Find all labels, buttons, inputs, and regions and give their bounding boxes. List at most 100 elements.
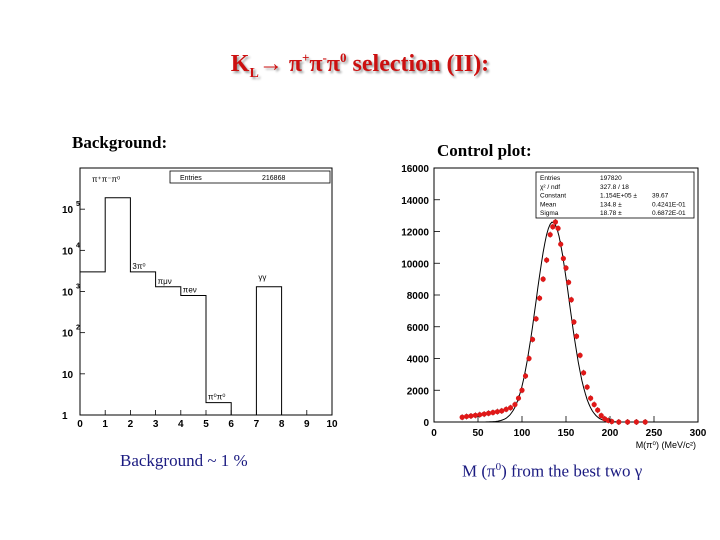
ctrl-data-point xyxy=(560,255,566,262)
ctrl-data-point xyxy=(577,352,583,358)
hist-y-tick-label: 1 xyxy=(62,411,68,422)
hist-x-tick-label: 6 xyxy=(228,419,234,430)
ctrl-data-point xyxy=(485,410,492,416)
ctrl-x-tick-label: 100 xyxy=(514,428,531,439)
left-caption: Background ~ 1 % xyxy=(120,451,248,470)
hist-y-tick-label: 10 xyxy=(62,246,74,257)
ctrl-stats-label: Constant xyxy=(540,193,566,200)
ctrl-x-axis-label: M(π⁰) (MeV/c²) xyxy=(636,440,696,450)
hist-x-tick-label: 0 xyxy=(77,419,83,430)
ctrl-data-point xyxy=(499,408,505,414)
ctrl-data-point xyxy=(573,333,580,339)
hist-outline xyxy=(79,197,283,416)
ctrl-fit-curve xyxy=(469,221,698,423)
ctrl-x-tick-label: 300 xyxy=(690,428,707,439)
ctrl-stats-value: 197820 xyxy=(600,175,622,182)
ctrl-data-point xyxy=(468,413,474,419)
ctrl-data-point xyxy=(595,407,601,413)
ctrl-stats-value: 1.154E+05 ± xyxy=(600,193,637,200)
ctrl-data-point xyxy=(558,241,564,247)
hist-stats-entries-label: Entries xyxy=(180,175,202,182)
ctrl-data-point xyxy=(591,401,597,408)
ctrl-stats-label: Sigma xyxy=(540,210,559,217)
ctrl-stats-label: Entries xyxy=(540,175,561,182)
slide-title: KL→ π+π-π0 selection (II): xyxy=(230,50,490,81)
ctrl-y-tick-label: 4000 xyxy=(407,355,430,366)
ctrl-stats-value: 134.8 ± xyxy=(600,201,622,208)
ctrl-data-point xyxy=(519,387,525,393)
hist-x-tick-label: 5 xyxy=(203,419,209,430)
ctrl-x-tick-label: 150 xyxy=(558,428,575,439)
hist-bin-label: πμν xyxy=(158,277,172,286)
hist-bin-label: 3π⁰ xyxy=(132,262,145,271)
ctrl-data-point xyxy=(571,319,577,325)
hist-y-tick-exponent: 3 xyxy=(76,284,80,291)
hist-x-tick-label: 2 xyxy=(128,419,134,430)
ctrl-stats-value: 327.8 / 18 xyxy=(600,184,629,191)
hist-bin-label: γγ xyxy=(258,273,266,282)
ctrl-data-point xyxy=(555,225,561,231)
ctrl-data-point xyxy=(547,232,553,238)
left-panel-label: Background: xyxy=(72,133,168,152)
ctrl-stats-error: 0.4241E-01 xyxy=(652,201,686,208)
ctrl-stats-label: Mean xyxy=(540,201,557,208)
hist-x-tick-label: 8 xyxy=(279,419,285,430)
ctrl-data-point xyxy=(625,419,631,425)
ctrl-data-point xyxy=(598,413,604,419)
hist-y-tick-label: 10 xyxy=(62,370,74,381)
ctrl-data-point xyxy=(633,419,640,425)
ctrl-x-tick-label: 0 xyxy=(431,428,437,439)
right-panel-label: Control plot: xyxy=(437,141,532,160)
ctrl-data-point xyxy=(588,395,594,401)
ctrl-data-point xyxy=(459,414,465,420)
ctrl-y-tick-label: 16000 xyxy=(401,164,429,175)
ctrl-data-point xyxy=(522,373,529,379)
ctrl-y-tick-label: 2000 xyxy=(407,386,430,397)
ctrl-data-point xyxy=(568,297,574,303)
ctrl-data-point xyxy=(490,409,496,416)
ctrl-data-point xyxy=(529,336,536,343)
hist-y-tick-exponent: 5 xyxy=(76,201,80,208)
ctrl-stats-label: χ² / ndf xyxy=(540,184,560,191)
hist-y-tick-exponent: 4 xyxy=(76,242,80,249)
ctrl-x-tick-label: 200 xyxy=(602,428,619,439)
ctrl-data-point xyxy=(552,219,559,225)
ctrl-data-point xyxy=(503,406,509,412)
hist-bin-label: π⁺π⁻π⁰ xyxy=(92,175,120,184)
ctrl-y-tick-label: 14000 xyxy=(401,196,429,207)
hist-x-tick-label: 3 xyxy=(153,419,159,430)
ctrl-data-point xyxy=(463,413,470,420)
ctrl-y-tick-label: 10000 xyxy=(401,259,429,270)
ctrl-stats-error: 0.6872E-01 xyxy=(652,210,686,217)
hist-stats-box xyxy=(169,170,331,184)
ctrl-data-point xyxy=(481,411,487,417)
hist-y-tick-label: 10 xyxy=(62,288,74,299)
ctrl-data-point xyxy=(609,418,615,425)
ctrl-x-tick-label: 50 xyxy=(472,428,484,439)
ctrl-y-tick-label: 0 xyxy=(423,418,429,429)
hist-bin-label: πeν xyxy=(183,285,197,294)
hist-y-tick-exponent: 2 xyxy=(76,325,80,332)
ctrl-data-point xyxy=(566,279,572,285)
ctrl-data-point xyxy=(533,316,539,322)
hist-y-tick-label: 10 xyxy=(62,329,74,340)
ctrl-data-point xyxy=(544,257,550,263)
ctrl-x-tick-label: 250 xyxy=(646,428,663,439)
ctrl-y-tick-label: 12000 xyxy=(401,228,429,239)
ctrl-data-point xyxy=(537,295,543,301)
ctrl-stats-box xyxy=(535,171,695,219)
ctrl-data-point xyxy=(472,412,478,418)
ctrl-data-point xyxy=(581,370,587,376)
ctrl-data-point xyxy=(526,355,532,362)
hist-x-tick-label: 1 xyxy=(102,419,108,430)
ctrl-y-tick-label: 6000 xyxy=(407,323,430,334)
hist-y-tick-label: 10 xyxy=(62,205,74,216)
hist-stats-entries-value: 216868 xyxy=(262,175,285,182)
ctrl-data-point xyxy=(512,401,518,408)
ctrl-data-point xyxy=(540,276,546,282)
hist-x-tick-label: 4 xyxy=(178,419,184,430)
ctrl-data-point xyxy=(616,419,622,425)
ctrl-stats-error: 39.67 xyxy=(652,193,669,200)
